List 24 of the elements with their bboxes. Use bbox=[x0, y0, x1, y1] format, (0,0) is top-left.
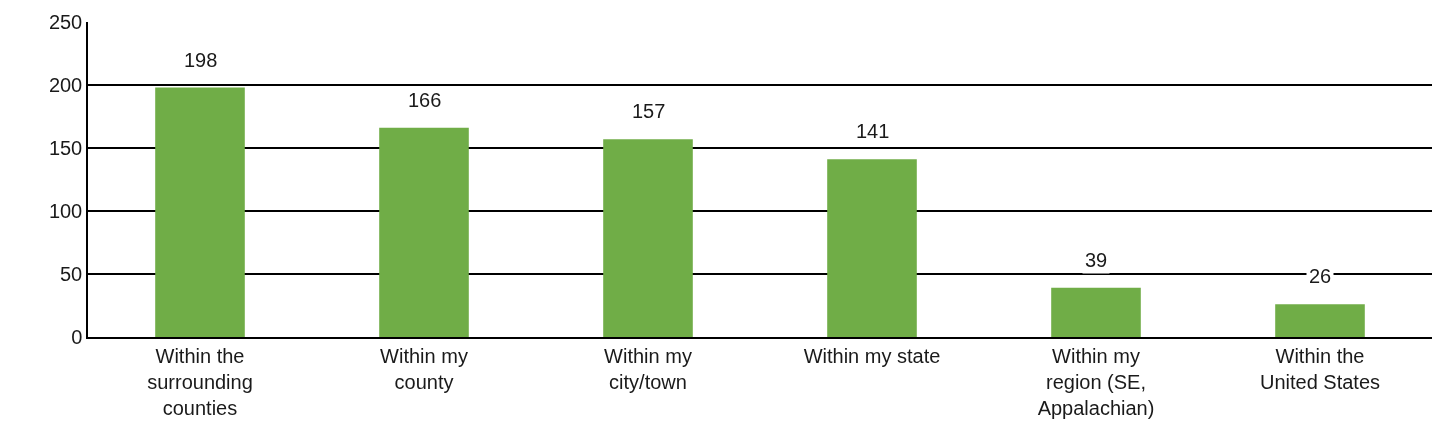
bar bbox=[827, 159, 917, 337]
y-tick-label: 100 bbox=[48, 200, 83, 222]
data-label: 39 bbox=[1085, 249, 1108, 271]
bar bbox=[1051, 287, 1141, 337]
bar bbox=[603, 139, 693, 337]
y-tick-label: 150 bbox=[48, 137, 83, 159]
bar bbox=[1275, 304, 1365, 337]
x-tick-label: Within my county bbox=[380, 344, 468, 393]
x-tick-label: Within my state bbox=[803, 344, 941, 367]
data-label: 198 bbox=[184, 49, 218, 71]
data-label: 26 bbox=[1309, 265, 1332, 287]
y-tick-label: 200 bbox=[48, 74, 83, 96]
data-label: 166 bbox=[408, 89, 442, 111]
x-tick-label: Within my region (SE, Appalachian) bbox=[1037, 344, 1155, 419]
x-tick-label: Within the surrounding counties bbox=[147, 344, 253, 419]
y-tick-label: 50 bbox=[60, 263, 83, 285]
bar bbox=[155, 87, 245, 337]
data-label: 157 bbox=[632, 100, 666, 122]
x-tick-label: Within the United States bbox=[1259, 344, 1381, 393]
data-label: 141 bbox=[856, 120, 890, 142]
y-tick-label: 0 bbox=[71, 326, 83, 348]
bar bbox=[379, 127, 469, 337]
y-tick-label: 250 bbox=[48, 11, 83, 33]
x-tick-label: Within my city/town bbox=[604, 344, 692, 393]
